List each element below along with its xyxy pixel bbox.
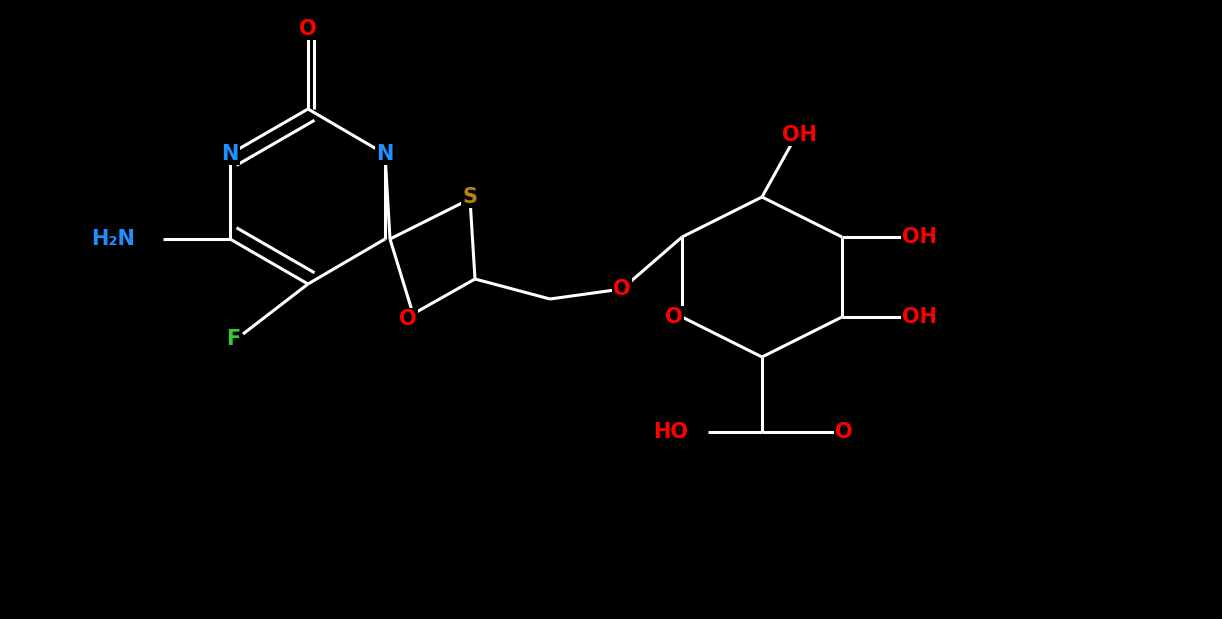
Text: OH: OH bbox=[782, 125, 818, 145]
Text: OH: OH bbox=[903, 227, 937, 247]
Text: O: O bbox=[665, 307, 683, 327]
Text: F: F bbox=[226, 329, 241, 349]
Text: N: N bbox=[221, 144, 238, 164]
Text: N: N bbox=[376, 144, 393, 164]
Text: O: O bbox=[299, 19, 316, 39]
Text: OH: OH bbox=[903, 307, 937, 327]
Text: O: O bbox=[613, 279, 631, 299]
Text: S: S bbox=[462, 187, 478, 207]
Text: O: O bbox=[835, 422, 853, 442]
Text: HO: HO bbox=[653, 422, 688, 442]
Text: H₂N: H₂N bbox=[92, 229, 134, 249]
Text: O: O bbox=[400, 309, 417, 329]
